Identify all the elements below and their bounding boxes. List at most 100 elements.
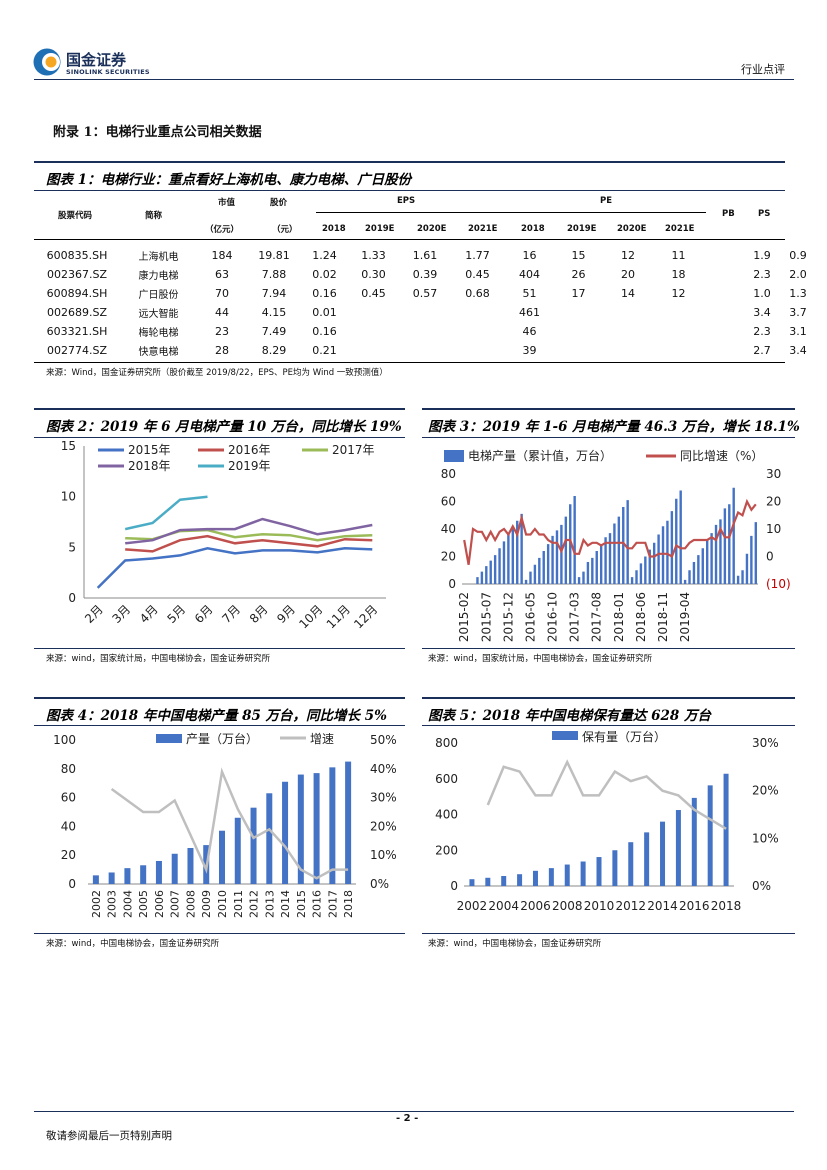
fig3-caption: 图表 3：2019 年 1-6 月电梯产量 46.3 万台，增长 18.1% bbox=[428, 419, 800, 435]
bar bbox=[580, 861, 586, 886]
y-tick-label: 40 bbox=[441, 522, 456, 536]
series-line-2019年 bbox=[124, 495, 208, 531]
cell-price: 7.49 bbox=[261, 325, 287, 338]
bar bbox=[691, 797, 697, 886]
cell-pe: 39 bbox=[522, 344, 537, 357]
cell-price: 7.88 bbox=[261, 268, 287, 281]
cell-pe bbox=[654, 322, 703, 341]
bar bbox=[92, 875, 99, 884]
bar bbox=[532, 870, 538, 886]
y-tick-label: 40 bbox=[61, 819, 76, 833]
fig2-bottom-rule bbox=[34, 648, 405, 649]
th-year: 2018 bbox=[322, 224, 346, 234]
bar bbox=[546, 544, 550, 584]
th-code: 股票代码 bbox=[58, 211, 93, 221]
cell-eps: 0.02 bbox=[312, 268, 337, 281]
header-rule bbox=[34, 79, 794, 80]
cell-pe: 15 bbox=[571, 249, 586, 262]
x-tick-label: 2016 bbox=[311, 890, 324, 918]
table1-caption: 图表 1：电梯行业：重点看好上海机电、康力电梯、广日股份 bbox=[46, 172, 412, 188]
cell-pe: 12 bbox=[621, 249, 635, 262]
bar bbox=[683, 579, 687, 584]
table-row: 002689.SZ 远大智能 44 4.15 0.01 461 3.4 3.7 bbox=[34, 303, 816, 322]
page-number: - 2 - bbox=[396, 1113, 419, 1124]
bar bbox=[660, 821, 666, 886]
bar bbox=[555, 530, 559, 584]
bar bbox=[524, 579, 528, 584]
y-tick-label: 10 bbox=[61, 490, 76, 504]
bar bbox=[741, 570, 744, 584]
bar bbox=[652, 542, 656, 584]
th-year: 2019E bbox=[567, 224, 597, 234]
cell-eps: 0.16 bbox=[312, 325, 337, 338]
bar bbox=[745, 553, 749, 584]
bar bbox=[155, 860, 162, 884]
cell-pb: 1.0 bbox=[753, 287, 771, 300]
cell-pe bbox=[555, 303, 602, 322]
bar bbox=[498, 548, 501, 584]
series-line-yoy bbox=[463, 498, 757, 565]
fig2-top-rule bbox=[34, 408, 405, 410]
legend-swatch bbox=[444, 450, 464, 462]
x-tick-label: 2003 bbox=[106, 890, 119, 918]
bar bbox=[675, 810, 681, 886]
cell-eps bbox=[451, 303, 504, 322]
x-tick-label: 2009 bbox=[200, 890, 213, 918]
x-tick-label: 2006 bbox=[153, 890, 166, 918]
cell-name: 康力电梯 bbox=[138, 271, 179, 282]
cell-eps: 0.16 bbox=[312, 287, 337, 300]
cell-code: 603321.SH bbox=[46, 325, 108, 338]
x-tick-label: 11月 bbox=[324, 602, 353, 631]
bar bbox=[313, 773, 320, 884]
cell-code: 002367.SZ bbox=[46, 268, 107, 281]
fig2-caption: 图表 2：2019 年 6 月电梯产量 10 万台，同比增长 19% bbox=[46, 419, 402, 435]
report-type: 行业点评 bbox=[741, 63, 785, 76]
y2-tick-label: (10) bbox=[766, 577, 791, 591]
cell-mcap: 184 bbox=[211, 249, 233, 262]
y-tick-label: 200 bbox=[435, 843, 458, 857]
cell-pe: 12 bbox=[671, 287, 686, 300]
x-tick-label: 2012 bbox=[615, 899, 646, 913]
bar bbox=[639, 563, 643, 584]
x-tick-label: 2018-06 bbox=[634, 592, 648, 642]
bar bbox=[723, 508, 727, 584]
bar bbox=[266, 793, 273, 884]
y2-tick-label: 50% bbox=[370, 733, 397, 747]
cell-ps: 0.9 bbox=[789, 249, 807, 262]
bar bbox=[657, 534, 660, 584]
bar bbox=[612, 850, 618, 886]
y2-tick-label: 10% bbox=[370, 848, 397, 862]
y2-tick-label: 30 bbox=[766, 467, 781, 481]
y2-tick-label: 10% bbox=[752, 831, 779, 845]
cell-pe: 46 bbox=[522, 325, 537, 338]
bar bbox=[628, 842, 634, 886]
bar bbox=[140, 865, 147, 884]
x-tick-label: 2008 bbox=[184, 890, 197, 918]
cell-mcap: 44 bbox=[215, 306, 229, 319]
y-tick-label: 20 bbox=[441, 550, 456, 564]
cell-pe: 18 bbox=[671, 268, 686, 281]
cell-eps bbox=[399, 303, 451, 322]
bar bbox=[569, 504, 572, 584]
bar bbox=[564, 864, 570, 886]
th-year: 2020E bbox=[417, 224, 447, 234]
bar bbox=[750, 535, 753, 584]
y2-tick-label: 20 bbox=[766, 495, 781, 509]
bar bbox=[622, 507, 625, 584]
x-tick-label: 5月 bbox=[164, 602, 188, 626]
cell-gap bbox=[703, 322, 744, 341]
y-tick-label: 15 bbox=[61, 439, 76, 453]
x-tick-label: 2015 bbox=[295, 890, 308, 918]
fig4-bottom-rule bbox=[34, 933, 405, 934]
y2-tick-label: 20% bbox=[752, 784, 779, 798]
th-year: 2018 bbox=[521, 224, 545, 234]
legend-swatch bbox=[156, 734, 182, 743]
bar bbox=[577, 577, 581, 584]
cell-pe: 461 bbox=[519, 306, 540, 319]
bar bbox=[591, 557, 594, 584]
y2-tick-label: 10 bbox=[766, 522, 781, 536]
th-price: 股价 bbox=[270, 198, 288, 208]
cell-pb: 2.3 bbox=[753, 325, 771, 338]
x-tick-label: 2011 bbox=[232, 890, 245, 918]
